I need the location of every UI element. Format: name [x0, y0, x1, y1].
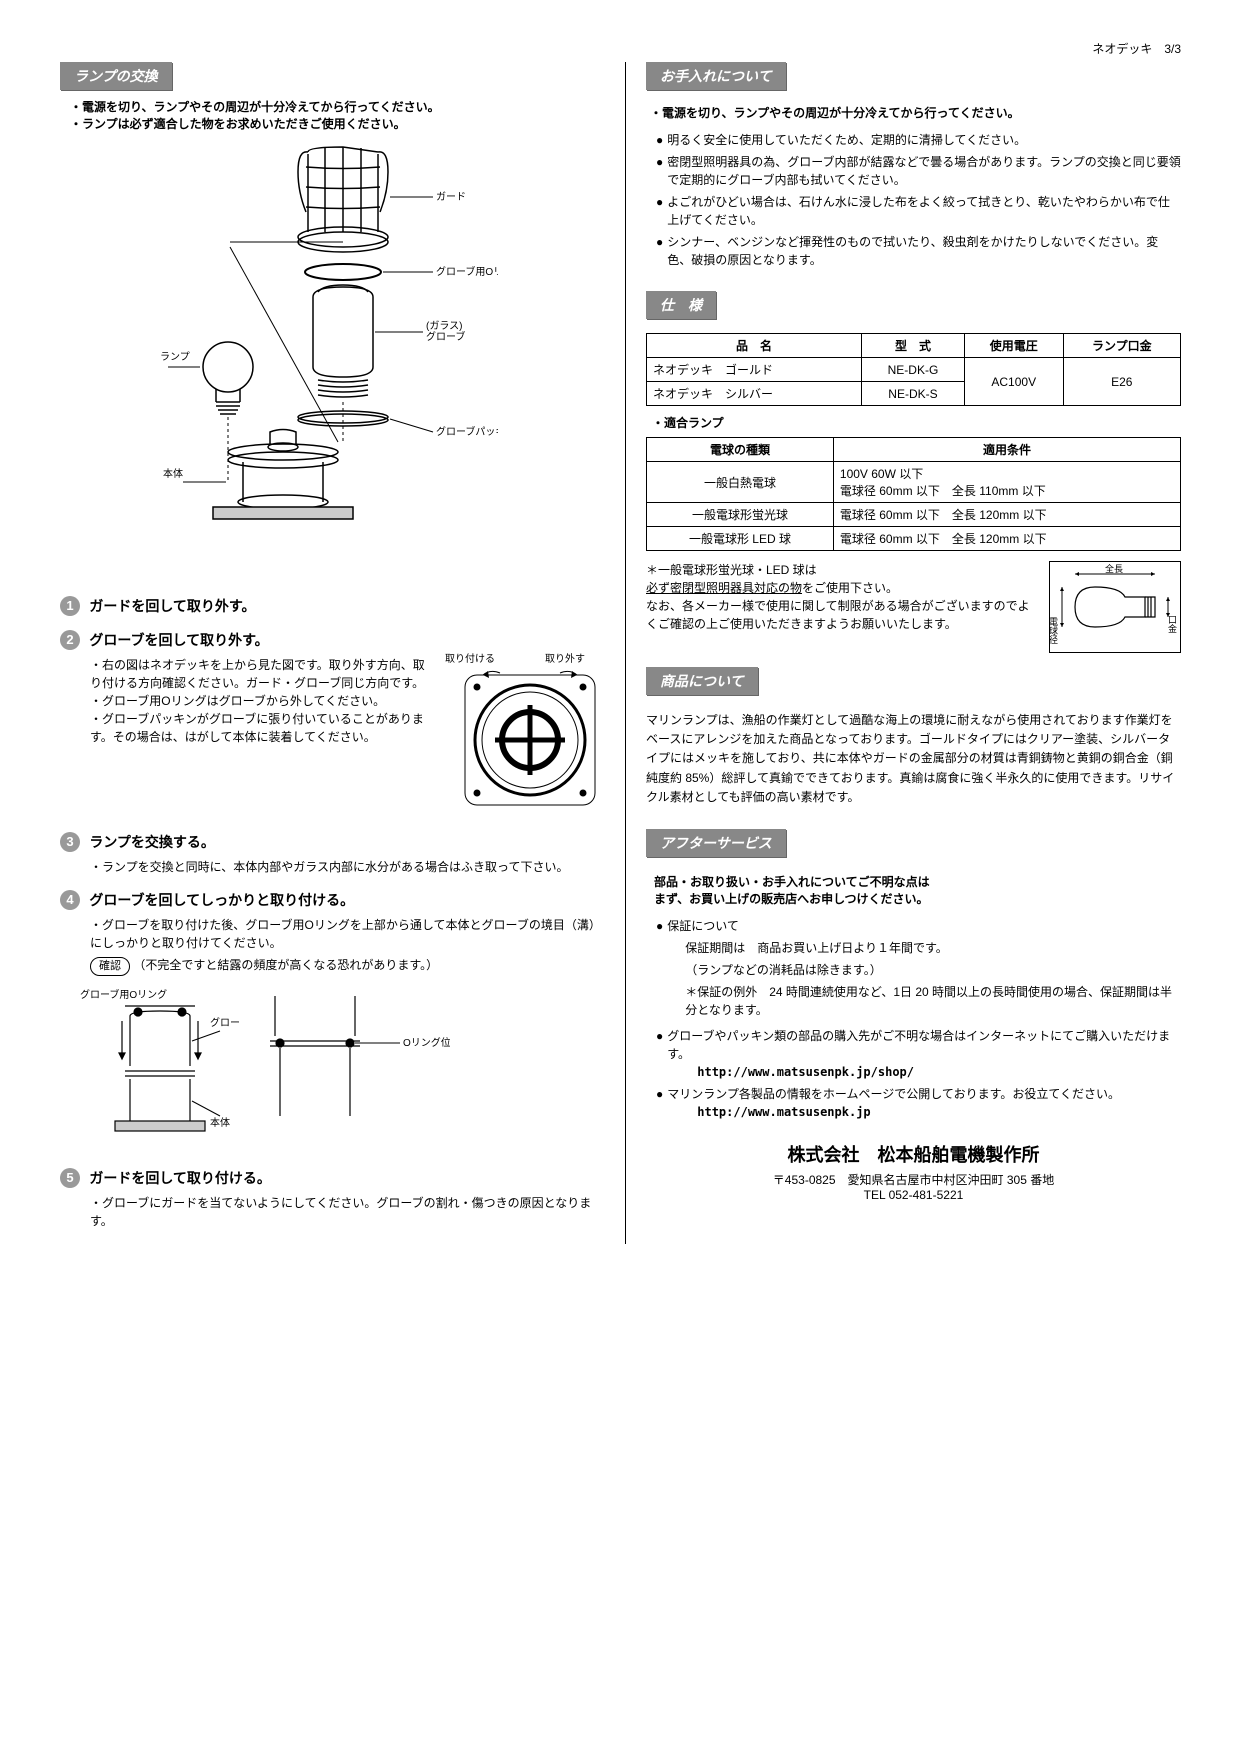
right-column: お手入れについて ・電源を切り、ランプやその周辺が十分冷えてから行ってください。… — [625, 62, 1181, 1244]
step-4: 4 グローブを回してしっかりと取り付ける。 ・グローブを取り付けた後、グローブ用… — [60, 890, 595, 1154]
company-block: 株式会社 松本船舶電機製作所 〒453-0825 愛知県名古屋市中村区沖田町 3… — [646, 1141, 1181, 1202]
lamp-note: ＊一般電球形蛍光球・LED 球は 必ず密閉型照明器具対応の物をご使用下さい。 な… — [646, 561, 1181, 653]
step5-body: ・グローブにガードを当てないようにしてください。グローブの割れ・傷つきの原因とな… — [90, 1194, 595, 1230]
step-title-3: ランプを交換する。 — [89, 834, 215, 850]
step-3: 3 ランプを交換する。 ・ランプを交換と同時に、本体内部やガラス内部に水分がある… — [60, 832, 595, 876]
svg-text:電球径: 電球径 — [1050, 617, 1058, 644]
section-lamp-exchange-title: ランプの交換 — [60, 62, 172, 90]
svg-text:Oリング位置: Oリング位置 — [403, 1036, 450, 1049]
section-maintenance-title: お手入れについて — [646, 62, 786, 90]
step-num-4: 4 — [60, 890, 80, 910]
svg-text:本体: 本体 — [210, 1116, 230, 1129]
after-item-1: ● グローブやパッキン類の部品の購入先がご不明な場合はインターネットにてご購入い… — [656, 1027, 1181, 1081]
spec-table-1: 品 名 型 式 使用電圧 ランプ口金 ネオデッキ ゴールド NE-DK-G AC… — [646, 333, 1181, 406]
globe-attach-diagrams: グローブ用Oリング — [80, 986, 595, 1154]
label-packing: グローブパッキン — [436, 425, 498, 438]
label-oring2: グローブ用Oリング — [80, 986, 240, 1001]
step2-line1: ・右の図はネオデッキを上から見た図です。取り外す方向、取り付ける方向確認ください… — [90, 656, 425, 692]
top-view-diagram: 取り付ける 取り外す — [435, 650, 595, 818]
warning-2: ・ランプは必ず適合した物をお求めいただきご使用ください。 — [70, 115, 595, 132]
page-number: ネオデッキ 3/3 — [60, 40, 1181, 57]
label-attach: 取り付ける — [445, 650, 495, 665]
step-num-2: 2 — [60, 630, 80, 650]
step-title-1: ガードを回して取り外す。 — [89, 598, 255, 614]
label-body: 本体 — [163, 467, 183, 480]
after-item-0: ● 保証について 保証期間は 商品お買い上げ日より１年間です。 （ランプなどの消… — [656, 917, 1181, 1023]
label-guard: ガード — [436, 191, 466, 203]
section-product-title: 商品について — [646, 667, 758, 695]
svg-text:口金: 口金 — [1167, 615, 1177, 633]
maint-warning: ・電源を切り、ランプやその周辺が十分冷えてから行ってください。 — [650, 104, 1181, 121]
label-glass: (ガラス)グローブ — [426, 320, 465, 343]
step-5: 5 ガードを回して取り付ける。 ・グローブにガードを当てないようにしてください。… — [60, 1168, 595, 1230]
company-name: 株式会社 松本船舶電機製作所 — [646, 1141, 1181, 1167]
step-num-1: 1 — [60, 596, 80, 616]
step4-body: ・グローブを取り付けた後、グローブ用Oリングを上部から通して本体とグローブの境目… — [90, 916, 595, 952]
step-title-2: グローブを回して取り外す。 — [89, 632, 268, 648]
bulb-dimension-diagram: 全長 電球径 口金 — [1049, 561, 1181, 653]
maint-item-3: ●シンナー、ベンジンなど揮発性のもので拭いたり、殺虫剤をかけたりしないでください… — [656, 233, 1181, 269]
label-remove: 取り外す — [545, 650, 585, 665]
section-after-title: アフターサービス — [646, 829, 786, 857]
spec-table-2: 電球の種類 適用条件 一般白熱電球 100V 60W 以下 電球径 60mm 以… — [646, 437, 1181, 551]
left-column: ランプの交換 ・電源を切り、ランプやその周辺が十分冷えてから行ってください。 ・… — [60, 62, 595, 1244]
company-tel: TEL 052-481-5221 — [646, 1188, 1181, 1202]
svg-text:グローブ: グローブ — [210, 1016, 240, 1029]
warning-1: ・電源を切り、ランプやその周辺が十分冷えてから行ってください。 — [70, 98, 595, 115]
compat-lamp-label: ・適合ランプ — [652, 414, 1181, 431]
step2-line3: ・グローブパッキンがグローブに張り付いていることがあります。その場合は、はがして… — [90, 710, 425, 746]
confirm-pill: 確認 — [90, 957, 130, 976]
step-title-4: グローブを回してしっかりと取り付ける。 — [89, 892, 354, 908]
step2-line2: ・グローブ用Oリングはグローブから外してください。 — [90, 692, 425, 710]
maint-item-2: ●よごれがひどい場合は、石けん水に浸した布をよく絞って拭きとり、乾いたやわらかい… — [656, 193, 1181, 229]
step3-body: ・ランプを交換と同時に、本体内部やガラス内部に水分がある場合はふき取って下さい。 — [90, 858, 595, 876]
after-head: 部品・お取り扱い・お手入れについてご不明な点は まず、お買い上げの販売店へお申し… — [654, 873, 1181, 907]
after-item-2: ● マリンランプ各製品の情報をホームページで公開しております。お役立てください。… — [656, 1085, 1181, 1121]
company-addr: 〒453-0825 愛知県名古屋市中村区沖田町 305 番地 — [646, 1171, 1181, 1188]
home-url: http://www.matsusenpk.jp — [697, 1103, 1120, 1121]
exploded-diagram: ガード グローブ用Oリング (ガラス)グローブ グローブパッキン — [158, 142, 498, 582]
svg-text:全長: 全長 — [1105, 563, 1123, 574]
product-text: マリンランプは、漁船の作業灯として過酷な海上の環境に耐えながら使用されております… — [646, 711, 1181, 807]
shop-url: http://www.matsusenpk.jp/shop/ — [697, 1063, 1181, 1081]
label-lamp: ランプ — [160, 351, 190, 363]
maint-item-0: ●明るく安全に使用していただくため、定期的に清掃してください。 — [656, 131, 1181, 149]
step-1: 1 ガードを回して取り外す。 — [60, 596, 595, 616]
maint-item-1: ●密閉型照明器具の為、グローブ内部が結露などで曇る場合があります。ランプの交換と… — [656, 153, 1181, 189]
step-num-3: 3 — [60, 832, 80, 852]
confirm-text: （不完全ですと結露の頻度が高くなる恐れがあります。） — [133, 958, 438, 972]
label-oring: グローブ用Oリング — [436, 265, 498, 278]
step-num-5: 5 — [60, 1168, 80, 1188]
section-spec-title: 仕 様 — [646, 291, 716, 319]
step-2: 2 グローブを回して取り外す。 ・右の図はネオデッキを上から見た図です。取り外す… — [60, 630, 595, 818]
step-title-5: ガードを回して取り付ける。 — [89, 1170, 271, 1186]
